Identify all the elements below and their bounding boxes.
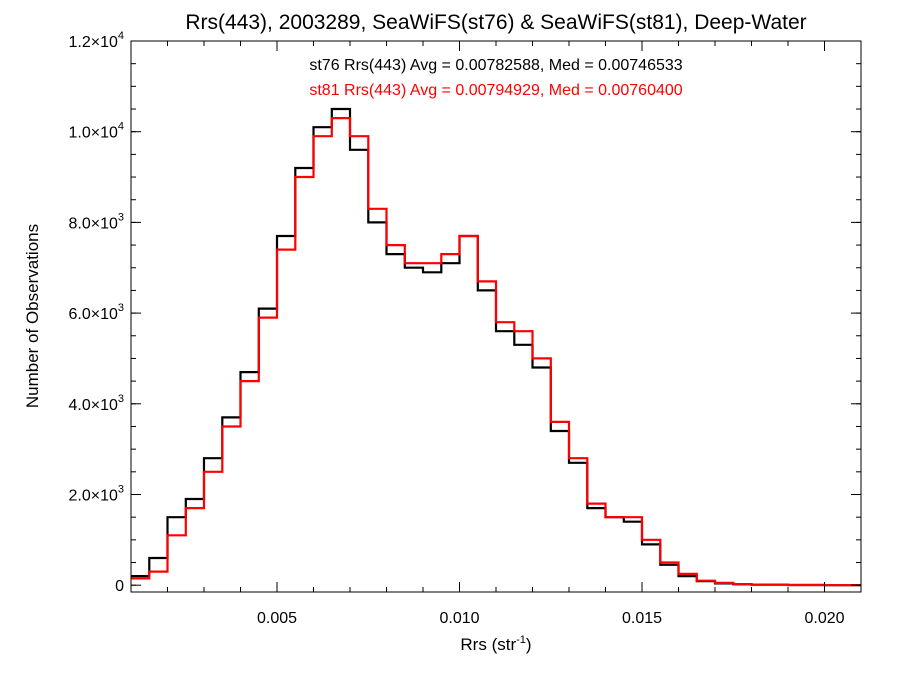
y-tick-label: 2.0×103 bbox=[68, 483, 124, 504]
legend-st81: st81 Rrs(443) Avg = 0.00794929, Med = 0.… bbox=[309, 82, 682, 99]
ticks-layer: 0.005 0.010 0.015 0.020 0 2.0×103 4.0×103 6.0×1… bbox=[68, 30, 862, 627]
x-axis-label: Rrs (str-1) bbox=[460, 634, 531, 654]
x-tick-label: 0.015 bbox=[622, 610, 662, 627]
y-tick-label: 0 bbox=[115, 578, 124, 595]
legend-st76: st76 Rrs(443) Avg = 0.00782588, Med = 0.… bbox=[309, 57, 682, 74]
y-axis-label: Number of Observations bbox=[23, 224, 42, 408]
x-tick-label: 0.010 bbox=[439, 610, 479, 627]
series-st81 bbox=[131, 117, 861, 587]
y-tick-label: 8.0×103 bbox=[68, 211, 124, 232]
series-layer bbox=[131, 107, 861, 587]
y-tick-label: 6.0×103 bbox=[68, 302, 124, 323]
y-tick-label: 4.0×103 bbox=[68, 393, 124, 414]
chart-title: Rrs(443), 2003289, SeaWiFS(st76) & SeaWi… bbox=[185, 11, 806, 34]
x-tick-label: 0.020 bbox=[804, 610, 844, 627]
series-st76 bbox=[131, 107, 861, 587]
y-tick-label: 1.2×104 bbox=[68, 30, 124, 51]
y-tick-label: 1.0×104 bbox=[68, 121, 124, 142]
x-tick-label: 0.005 bbox=[257, 610, 297, 627]
